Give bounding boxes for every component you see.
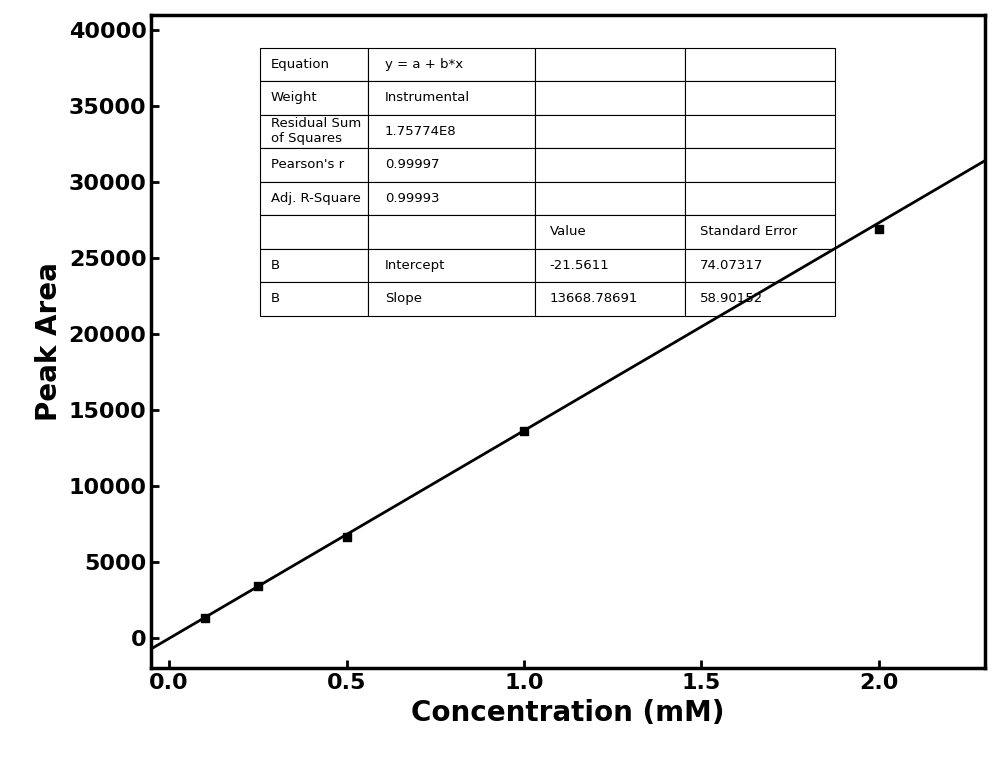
Point xyxy=(871,223,887,235)
Point xyxy=(339,531,355,543)
Point xyxy=(197,612,213,624)
Point xyxy=(250,581,266,593)
Point xyxy=(516,425,532,437)
Y-axis label: Peak Area: Peak Area xyxy=(35,262,63,421)
X-axis label: Concentration (mM): Concentration (mM) xyxy=(411,699,725,727)
